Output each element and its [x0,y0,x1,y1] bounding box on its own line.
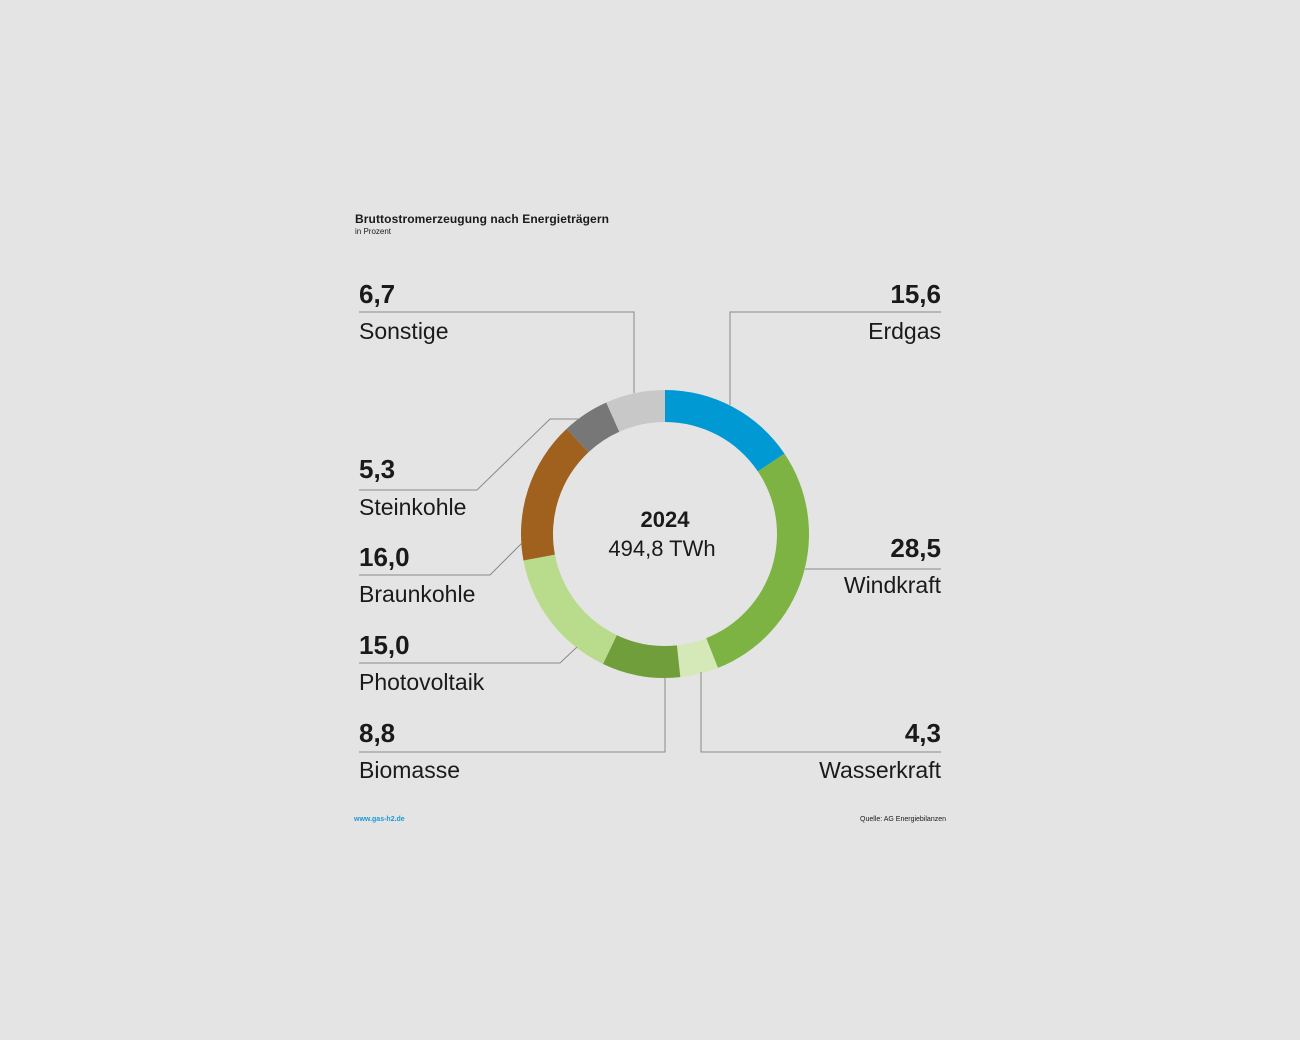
leader-line-steinkohle [359,418,580,491]
value-label-wasserkraft: 4,3 [905,718,941,748]
value-label-windkraft: 28,5 [890,533,941,563]
leader-line-sonstige [359,311,635,393]
slices-layer [521,389,809,678]
slice-steinkohle [566,402,620,453]
leader-line-photovoltaik [359,646,578,664]
value-label-braunkohle: 16,0 [359,542,410,572]
slice-windkraft [706,453,809,668]
category-label-photovoltaik: Photovoltaik [359,669,485,695]
slice-photovoltaik [523,554,617,664]
value-label-steinkohle: 5,3 [359,454,395,484]
chart-title: Bruttostromerzeugung nach Energieträgern [355,212,610,226]
slice-wasserkraft [676,638,718,678]
chart-subtitle: in Prozent [355,227,392,236]
value-label-photovoltaik: 15,0 [359,630,410,660]
leader-line-erdgas [729,311,941,405]
slice-labels: 15,6 Erdgas 28,5 Windkraft 4,3 Wasserkraft 8,8… [359,279,942,783]
center-total: 494,8 TWh [608,536,715,561]
website-link[interactable]: www.gas-h2.de [354,816,405,823]
category-label-windkraft: Windkraft [844,572,942,598]
leader-lines [359,311,941,753]
center-year: 2024 [641,507,691,532]
category-label-braunkohle: Braunkohle [359,581,475,607]
source-note: Quelle: AG Energiebilanzen [860,816,946,823]
slice-erdgas [665,389,785,472]
category-label-wasserkraft: Wasserkraft [819,757,941,783]
slice-biomasse [602,635,681,678]
category-label-erdgas: Erdgas [868,318,941,344]
slice-sonstige [606,390,665,432]
leader-line-biomasse [359,678,666,753]
value-label-biomasse: 8,8 [359,718,395,748]
value-label-erdgas: 15,6 [890,279,941,309]
leader-line-braunkohle [359,542,523,576]
value-label-sonstige: 6,7 [359,279,395,309]
slice-braunkohle [521,428,589,561]
category-label-steinkohle: Steinkohle [359,494,466,520]
leader-line-wasserkraft [700,672,941,753]
category-label-biomasse: Biomasse [359,757,460,783]
category-label-sonstige: Sonstige [359,318,449,344]
